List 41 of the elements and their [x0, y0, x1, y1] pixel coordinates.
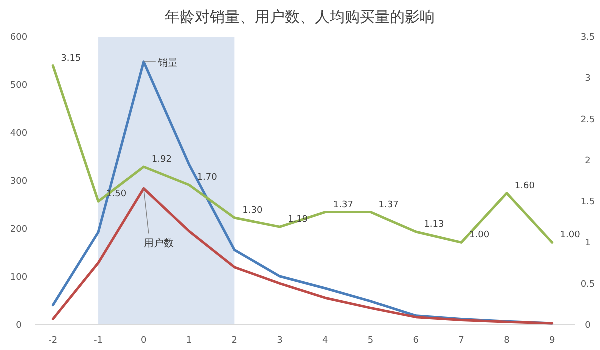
x-tick-label: -1: [94, 336, 104, 346]
y-tick-label: 100: [10, 273, 28, 283]
x-tick-label: 2: [232, 336, 238, 346]
data-label: 1.37: [333, 200, 354, 210]
x-tick-label: 5: [368, 336, 374, 346]
y2-tick-label: 1.5: [580, 198, 596, 208]
data-label: 1.13: [424, 220, 444, 230]
y2-tick-label: 1: [585, 238, 591, 249]
data-label: 1.00: [470, 230, 490, 241]
y2-tick-label: 3: [585, 74, 591, 84]
data-label: 1.30: [242, 206, 263, 216]
data-label: 1.00: [560, 230, 581, 241]
x-tick-label: 3: [277, 336, 283, 346]
x-tick-label: 6: [413, 336, 420, 346]
y2-tick-label: 0: [585, 321, 592, 331]
data-label: 1.70: [197, 173, 218, 184]
data-label: 1.92: [152, 155, 172, 166]
data-label: 1.37: [378, 200, 399, 210]
y-tick-label: 0: [16, 321, 22, 331]
x-tick-label: 0: [141, 336, 148, 346]
y-tick-label: 600: [10, 33, 28, 43]
series-label: 销量: [156, 58, 178, 69]
y-tick-label: 200: [10, 225, 28, 235]
x-tick-label: -2: [48, 336, 58, 346]
data-label: 3.15: [61, 54, 82, 64]
y-tick-label: 500: [10, 81, 28, 91]
y2-tick-label: 3.5: [580, 33, 596, 43]
y-tick-label: 400: [10, 129, 28, 139]
line-series: [52, 187, 554, 325]
y2-tick-label: 2: [585, 156, 591, 166]
x-tick-label: 9: [549, 336, 556, 346]
data-label: 1.60: [514, 181, 536, 192]
chart-title: 年龄对销量、用户数、人均购买量的影响: [165, 8, 435, 26]
series-label: 用户数: [144, 238, 174, 250]
x-tick-label: 1: [186, 336, 192, 346]
x-tick-label: 8: [504, 336, 510, 346]
y2-tick-label: 2.5: [580, 115, 596, 126]
y2-tick-label: 0.5: [580, 280, 596, 290]
x-tick-label: 7: [458, 336, 464, 346]
x-tick-label: 4: [322, 336, 329, 346]
y-tick-label: 300: [10, 177, 28, 187]
